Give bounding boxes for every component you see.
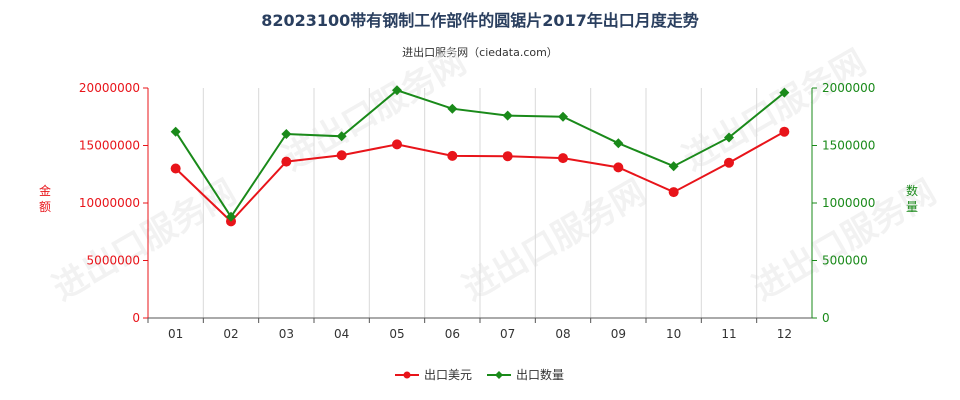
series-point-2[interactable] [558, 111, 568, 122]
legend-swatch-marker [495, 371, 503, 379]
series-point-2[interactable] [447, 103, 458, 114]
right-axis-tick-label: 500000 [822, 254, 868, 268]
legend[interactable]: 出口美元 出口数量 [395, 367, 564, 382]
x-axis-tick-label: 01 [168, 327, 183, 341]
series-point-2[interactable] [281, 129, 292, 139]
left-axis-tick-label: 5000000 [87, 254, 140, 268]
series-point-1[interactable] [502, 151, 513, 162]
legend-label: 出口美元 [424, 368, 472, 382]
watermark-text: 进出口服务网 [276, 42, 473, 179]
right-axis-tick-label: 1000000 [822, 196, 875, 210]
series-line-1 [174, 130, 785, 223]
series-point-1[interactable] [392, 139, 402, 150]
series-point-1[interactable] [170, 163, 181, 174]
legend-item-1[interactable]: 出口美元 [395, 368, 472, 382]
x-axis-tick-label: 03 [279, 327, 294, 341]
series-point-2[interactable] [613, 138, 624, 149]
watermark-text: 进出口服务网 [46, 172, 243, 309]
series-point-1[interactable] [724, 157, 734, 168]
chart-subtitle: 进出口服务网（ciedata.com） [402, 46, 558, 59]
series-point-2[interactable] [502, 110, 513, 121]
series-point-2[interactable] [226, 211, 236, 222]
series-point-2[interactable] [392, 85, 402, 96]
series-point-1[interactable] [447, 150, 458, 161]
tick-labels: 0 5000000 10000000 15000000 20000000 0 500000 1… [39, 81, 918, 341]
x-axis-tick-label: 08 [555, 327, 570, 341]
series-point-1[interactable] [613, 162, 624, 173]
right-axis-tick-label: 0 [822, 311, 830, 325]
x-axis-tick-label: 06 [445, 327, 460, 341]
series-point-1[interactable] [668, 187, 679, 198]
series-line-2 [174, 89, 785, 219]
left-axis-tick-label: 15000000 [79, 139, 140, 153]
watermark-text: 进出口服务网 [456, 172, 653, 309]
grid-lines [147, 88, 813, 318]
chart-title: 82023100带有钢制工作部件的圆锯片2017年出口月度走势 [261, 11, 699, 30]
right-axis-tick-label: 1500000 [822, 139, 875, 153]
x-axis-tick-label: 04 [334, 327, 349, 341]
series-point-2[interactable] [336, 131, 347, 142]
series-point-2[interactable] [170, 126, 181, 137]
series-point-1[interactable] [336, 150, 347, 161]
series-point-1[interactable] [779, 126, 790, 137]
left-axis-tick-label: 20000000 [79, 81, 140, 95]
x-axis-tick-label: 05 [389, 327, 404, 341]
legend-swatch-marker [403, 371, 411, 379]
left-axis-tick-label: 0 [132, 311, 140, 325]
series-point-2[interactable] [724, 132, 734, 143]
legend-label: 出口数量 [516, 367, 564, 382]
left-axis-tick-label: 10000000 [79, 196, 140, 210]
x-axis-tick-label: 07 [500, 327, 515, 341]
series-point-1[interactable] [558, 153, 568, 164]
watermark-text: 进出口服务网 [676, 42, 873, 179]
series-point-2[interactable] [668, 161, 679, 172]
series-point-2[interactable] [779, 87, 790, 98]
axes [143, 87, 817, 323]
legend-item-2[interactable]: 出口数量 [487, 367, 564, 382]
x-axis-tick-label: 10 [666, 327, 681, 341]
series-layer [170, 85, 790, 227]
x-axis-tick-label: 11 [721, 327, 736, 341]
right-axis-title: 数量 [906, 183, 918, 214]
left-axis-title: 金额 [39, 183, 51, 214]
x-axis-tick-label: 02 [223, 327, 238, 341]
series-point-1[interactable] [281, 156, 292, 167]
x-axis-tick-label: 09 [611, 327, 626, 341]
right-axis-tick-label: 2000000 [822, 81, 875, 95]
x-axis-tick-label: 12 [777, 327, 792, 341]
